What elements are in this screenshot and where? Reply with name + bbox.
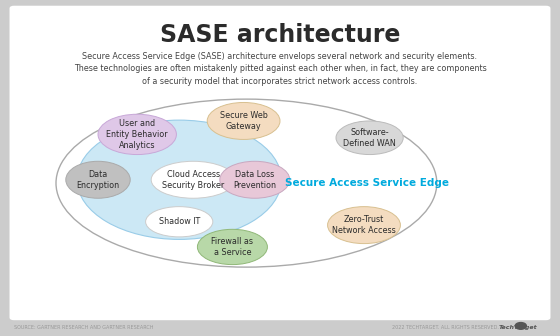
Text: 2022 TECHTARGET. ALL RIGHTS RESERVED.: 2022 TECHTARGET. ALL RIGHTS RESERVED. [392, 325, 499, 330]
Ellipse shape [98, 114, 176, 155]
Text: User and
Entity Behavior
Analytics: User and Entity Behavior Analytics [106, 119, 168, 150]
Text: Secure Web
Gateway: Secure Web Gateway [220, 111, 268, 131]
Ellipse shape [197, 229, 267, 265]
Text: Data Loss
Prevention: Data Loss Prevention [234, 170, 276, 190]
Ellipse shape [207, 102, 280, 139]
Ellipse shape [336, 121, 403, 155]
Text: Secure Access Service Edge: Secure Access Service Edge [285, 178, 449, 188]
Text: Data
Encryption: Data Encryption [76, 170, 120, 190]
Text: Shadow IT: Shadow IT [158, 217, 200, 226]
Text: SOURCE: GARTNER RESEARCH AND GARTNER RESEARCH: SOURCE: GARTNER RESEARCH AND GARTNER RES… [14, 325, 153, 330]
Ellipse shape [66, 161, 130, 198]
Ellipse shape [151, 161, 235, 198]
Text: Software-
Defined WAN: Software- Defined WAN [343, 128, 396, 148]
Text: Secure Access Service Edge (SASE) architecture envelops several network and secu: Secure Access Service Edge (SASE) archit… [73, 51, 487, 86]
Ellipse shape [56, 99, 437, 267]
Ellipse shape [328, 207, 400, 244]
Ellipse shape [220, 161, 290, 198]
Circle shape [515, 323, 526, 329]
Text: SASE architecture: SASE architecture [160, 23, 400, 47]
Text: Firewall as
a Service: Firewall as a Service [211, 237, 253, 257]
Ellipse shape [77, 120, 282, 239]
Text: Zero-Trust
Network Access: Zero-Trust Network Access [332, 215, 396, 235]
Ellipse shape [146, 207, 213, 237]
Text: Cloud Access
Security Broker: Cloud Access Security Broker [162, 170, 225, 190]
Text: TechTarget: TechTarget [499, 325, 538, 330]
